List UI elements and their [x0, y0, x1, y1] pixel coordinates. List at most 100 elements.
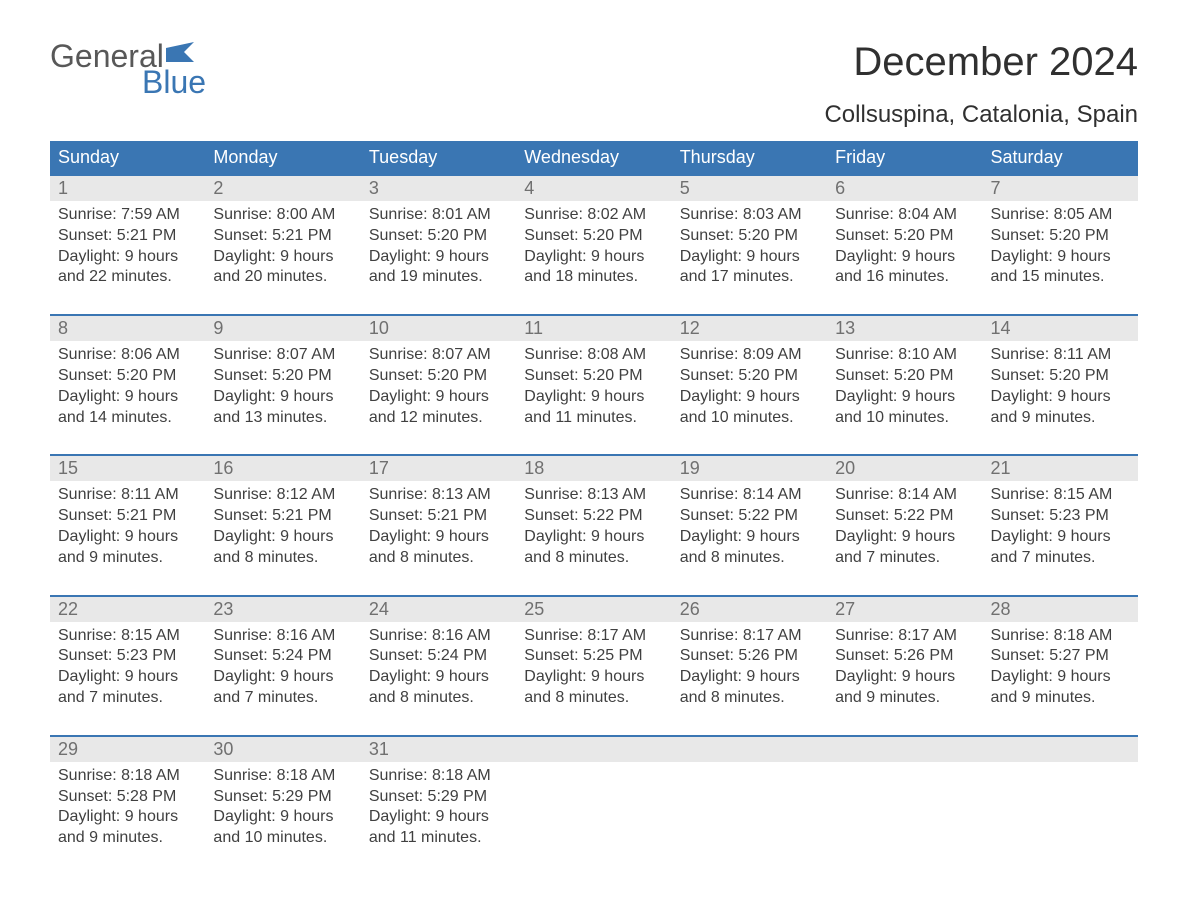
- sunrise-line: Sunrise: 8:14 AM: [835, 485, 974, 506]
- daylight-line-1: Daylight: 9 hours: [991, 667, 1130, 688]
- weekday-header-cell: Monday: [205, 141, 360, 174]
- day-cell: 31Sunrise: 8:18 AMSunset: 5:29 PMDayligh…: [361, 737, 516, 849]
- daylight-line-2: and 8 minutes.: [369, 548, 508, 569]
- day-content: Sunrise: 8:18 AMSunset: 5:29 PMDaylight:…: [205, 762, 360, 849]
- day-content: Sunrise: 8:06 AMSunset: 5:20 PMDaylight:…: [50, 341, 205, 428]
- day-cell: 24Sunrise: 8:16 AMSunset: 5:24 PMDayligh…: [361, 597, 516, 709]
- day-cell: 5Sunrise: 8:03 AMSunset: 5:20 PMDaylight…: [672, 176, 827, 288]
- daylight-line-2: and 8 minutes.: [680, 688, 819, 709]
- logo: General Blue: [50, 40, 206, 98]
- day-number: [672, 737, 827, 762]
- daylight-line-2: and 8 minutes.: [524, 548, 663, 569]
- day-number: 6: [827, 176, 982, 201]
- day-number: 7: [983, 176, 1138, 201]
- day-content: Sunrise: 8:09 AMSunset: 5:20 PMDaylight:…: [672, 341, 827, 428]
- day-cell: [983, 737, 1138, 849]
- daylight-line-1: Daylight: 9 hours: [835, 667, 974, 688]
- daylight-line-1: Daylight: 9 hours: [680, 247, 819, 268]
- day-cell: 10Sunrise: 8:07 AMSunset: 5:20 PMDayligh…: [361, 316, 516, 428]
- day-content: Sunrise: 8:05 AMSunset: 5:20 PMDaylight:…: [983, 201, 1138, 288]
- day-cell: [672, 737, 827, 849]
- daylight-line-2: and 13 minutes.: [213, 408, 352, 429]
- daylight-line-2: and 11 minutes.: [524, 408, 663, 429]
- day-number: [516, 737, 671, 762]
- daylight-line-2: and 8 minutes.: [524, 688, 663, 709]
- day-number: 13: [827, 316, 982, 341]
- day-number: 9: [205, 316, 360, 341]
- daylight-line-1: Daylight: 9 hours: [213, 807, 352, 828]
- day-number: 5: [672, 176, 827, 201]
- daylight-line-1: Daylight: 9 hours: [369, 387, 508, 408]
- weekday-header-row: SundayMondayTuesdayWednesdayThursdayFrid…: [50, 141, 1138, 174]
- sunrise-line: Sunrise: 8:04 AM: [835, 205, 974, 226]
- day-content: Sunrise: 8:15 AMSunset: 5:23 PMDaylight:…: [983, 481, 1138, 568]
- day-content: Sunrise: 8:13 AMSunset: 5:21 PMDaylight:…: [361, 481, 516, 568]
- sunrise-line: Sunrise: 8:18 AM: [58, 766, 197, 787]
- sunset-line: Sunset: 5:23 PM: [991, 506, 1130, 527]
- day-number: 18: [516, 456, 671, 481]
- daylight-line-1: Daylight: 9 hours: [58, 807, 197, 828]
- sunset-line: Sunset: 5:26 PM: [835, 646, 974, 667]
- daylight-line-1: Daylight: 9 hours: [213, 527, 352, 548]
- day-content: Sunrise: 8:12 AMSunset: 5:21 PMDaylight:…: [205, 481, 360, 568]
- sunset-line: Sunset: 5:20 PM: [680, 226, 819, 247]
- sunrise-line: Sunrise: 8:13 AM: [369, 485, 508, 506]
- day-cell: 21Sunrise: 8:15 AMSunset: 5:23 PMDayligh…: [983, 456, 1138, 568]
- day-number: 23: [205, 597, 360, 622]
- sunrise-line: Sunrise: 8:15 AM: [58, 626, 197, 647]
- sunset-line: Sunset: 5:21 PM: [58, 226, 197, 247]
- daylight-line-2: and 9 minutes.: [835, 688, 974, 709]
- day-cell: 9Sunrise: 8:07 AMSunset: 5:20 PMDaylight…: [205, 316, 360, 428]
- weekday-header-cell: Friday: [827, 141, 982, 174]
- day-content: Sunrise: 8:16 AMSunset: 5:24 PMDaylight:…: [361, 622, 516, 709]
- day-cell: 22Sunrise: 8:15 AMSunset: 5:23 PMDayligh…: [50, 597, 205, 709]
- sunrise-line: Sunrise: 8:13 AM: [524, 485, 663, 506]
- daylight-line-1: Daylight: 9 hours: [369, 527, 508, 548]
- day-number: 22: [50, 597, 205, 622]
- daylight-line-2: and 11 minutes.: [369, 828, 508, 849]
- sunset-line: Sunset: 5:22 PM: [680, 506, 819, 527]
- day-content: Sunrise: 8:18 AMSunset: 5:27 PMDaylight:…: [983, 622, 1138, 709]
- sunset-line: Sunset: 5:20 PM: [58, 366, 197, 387]
- daylight-line-1: Daylight: 9 hours: [369, 667, 508, 688]
- sunrise-line: Sunrise: 8:08 AM: [524, 345, 663, 366]
- daylight-line-1: Daylight: 9 hours: [991, 247, 1130, 268]
- sunrise-line: Sunrise: 8:17 AM: [680, 626, 819, 647]
- day-cell: 2Sunrise: 8:00 AMSunset: 5:21 PMDaylight…: [205, 176, 360, 288]
- sunset-line: Sunset: 5:20 PM: [524, 226, 663, 247]
- header: General Blue December 2024 Collsuspina, …: [50, 40, 1138, 129]
- daylight-line-2: and 8 minutes.: [213, 548, 352, 569]
- sunset-line: Sunset: 5:21 PM: [58, 506, 197, 527]
- sunset-line: Sunset: 5:21 PM: [213, 226, 352, 247]
- sunrise-line: Sunrise: 8:17 AM: [835, 626, 974, 647]
- weekday-header-cell: Thursday: [672, 141, 827, 174]
- day-cell: 30Sunrise: 8:18 AMSunset: 5:29 PMDayligh…: [205, 737, 360, 849]
- day-cell: 13Sunrise: 8:10 AMSunset: 5:20 PMDayligh…: [827, 316, 982, 428]
- day-number: 19: [672, 456, 827, 481]
- day-cell: 14Sunrise: 8:11 AMSunset: 5:20 PMDayligh…: [983, 316, 1138, 428]
- sunset-line: Sunset: 5:28 PM: [58, 787, 197, 808]
- day-cell: 4Sunrise: 8:02 AMSunset: 5:20 PMDaylight…: [516, 176, 671, 288]
- daylight-line-2: and 7 minutes.: [213, 688, 352, 709]
- day-content: Sunrise: 8:03 AMSunset: 5:20 PMDaylight:…: [672, 201, 827, 288]
- day-cell: 8Sunrise: 8:06 AMSunset: 5:20 PMDaylight…: [50, 316, 205, 428]
- calendar: SundayMondayTuesdayWednesdayThursdayFrid…: [50, 141, 1138, 849]
- sunset-line: Sunset: 5:20 PM: [835, 226, 974, 247]
- sunset-line: Sunset: 5:20 PM: [991, 366, 1130, 387]
- week-row: 1Sunrise: 7:59 AMSunset: 5:21 PMDaylight…: [50, 174, 1138, 288]
- day-content: Sunrise: 8:13 AMSunset: 5:22 PMDaylight:…: [516, 481, 671, 568]
- daylight-line-1: Daylight: 9 hours: [58, 247, 197, 268]
- daylight-line-1: Daylight: 9 hours: [835, 247, 974, 268]
- day-content: Sunrise: 8:14 AMSunset: 5:22 PMDaylight:…: [672, 481, 827, 568]
- daylight-line-2: and 7 minutes.: [58, 688, 197, 709]
- daylight-line-2: and 10 minutes.: [213, 828, 352, 849]
- day-cell: 19Sunrise: 8:14 AMSunset: 5:22 PMDayligh…: [672, 456, 827, 568]
- day-cell: 7Sunrise: 8:05 AMSunset: 5:20 PMDaylight…: [983, 176, 1138, 288]
- sunset-line: Sunset: 5:20 PM: [369, 226, 508, 247]
- daylight-line-2: and 10 minutes.: [835, 408, 974, 429]
- daylight-line-2: and 9 minutes.: [991, 408, 1130, 429]
- daylight-line-2: and 19 minutes.: [369, 267, 508, 288]
- sunrise-line: Sunrise: 8:03 AM: [680, 205, 819, 226]
- day-cell: 3Sunrise: 8:01 AMSunset: 5:20 PMDaylight…: [361, 176, 516, 288]
- daylight-line-1: Daylight: 9 hours: [680, 527, 819, 548]
